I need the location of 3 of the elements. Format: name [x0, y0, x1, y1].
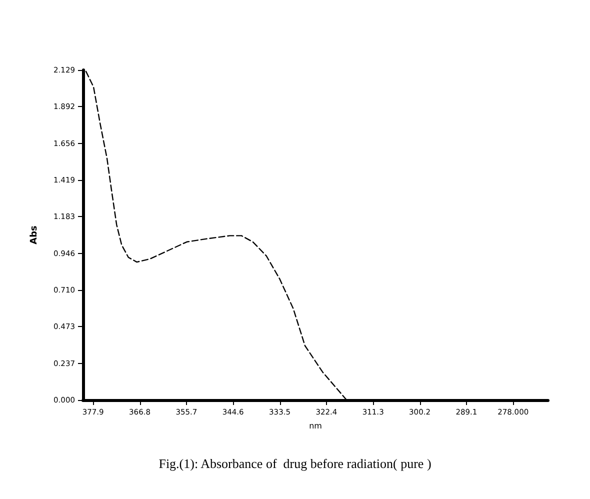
text: Fig.(1): Absorbance of drug before radiation( pure ): [158, 456, 432, 471]
x-axis-title: nm: [309, 422, 322, 430]
y-axis-title: Abs: [30, 226, 40, 244]
